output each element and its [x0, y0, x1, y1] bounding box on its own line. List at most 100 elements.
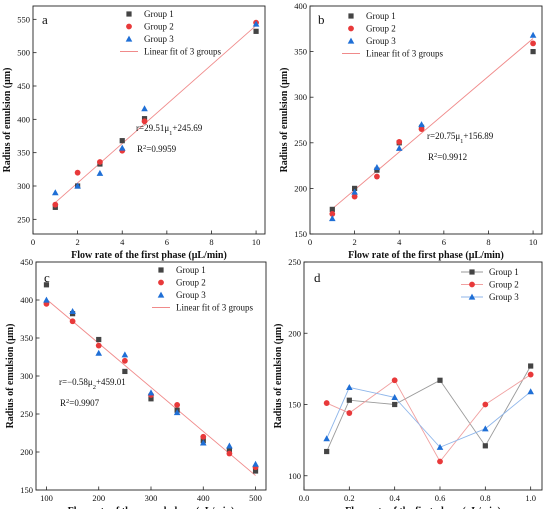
- data-point: [253, 28, 259, 34]
- data-point: [346, 384, 353, 390]
- x-tick-label: 2: [352, 237, 356, 247]
- data-point: [174, 401, 181, 408]
- fit-equation-main: r=29.51μ: [136, 123, 169, 133]
- x-tick-label: 6: [165, 237, 169, 247]
- y-tick-label: 350: [20, 333, 33, 343]
- x-axis-label: Flow rate of the first phase (μL/min): [71, 250, 227, 261]
- y-tick-label: 400: [17, 114, 30, 124]
- legend-marker: [348, 25, 354, 32]
- linear-fit-line: [332, 38, 534, 210]
- data-point: [352, 185, 358, 191]
- data-point: [329, 211, 336, 217]
- data-point: [418, 126, 425, 133]
- series-line: [326, 365, 532, 452]
- fit-equation-tail: +459.01: [96, 377, 126, 387]
- data-point: [482, 401, 489, 408]
- data-point: [147, 389, 155, 396]
- legend-marker: [468, 293, 476, 300]
- r-squared-superscript: 2: [66, 398, 69, 405]
- y-tick-label: 350: [17, 148, 30, 158]
- x-tick-label: 0.6: [435, 493, 446, 503]
- fit-equation: r=29.51μ1+245.69: [136, 123, 203, 137]
- legend-marker: [347, 37, 355, 44]
- legend-marker: [157, 291, 165, 298]
- data-point: [391, 377, 398, 384]
- data-point: [148, 396, 154, 402]
- panel-letter: b: [318, 12, 325, 27]
- y-tick-label: 250: [294, 138, 307, 148]
- x-tick-label: 0: [31, 237, 35, 247]
- data-point: [374, 167, 380, 173]
- x-axis-label: Flow rate of the second phase (μL/min): [68, 506, 235, 509]
- x-tick-label: 0.4: [389, 493, 400, 503]
- data-point: [173, 409, 181, 416]
- r-squared-prefix: R: [60, 398, 66, 408]
- r-squared-value: =0.9959: [146, 144, 176, 154]
- fit-equation-main: r=20.75μ: [427, 131, 460, 141]
- data-point: [69, 308, 76, 314]
- data-point: [396, 138, 403, 145]
- x-tick-label: 10: [529, 237, 538, 247]
- data-point: [373, 164, 381, 171]
- data-point: [418, 121, 425, 128]
- legend-marker: [158, 279, 164, 286]
- y-tick-label: 250: [17, 214, 30, 224]
- y-tick-label: 250: [20, 409, 33, 419]
- data-point: [528, 363, 534, 369]
- x-tick-label: 4: [120, 237, 125, 247]
- data-point: [437, 458, 443, 465]
- chart-panel-c: 100 200 300 400 500 150 200 250 300 350 400 450 Flow…: [5, 257, 267, 509]
- panel-letter: d: [314, 270, 321, 285]
- data-point: [43, 282, 50, 288]
- data-point: [323, 400, 330, 406]
- legend-label: Group 1: [366, 11, 396, 21]
- data-point: [96, 336, 102, 343]
- plot-frame: [32, 5, 266, 235]
- y-tick-label: 200: [294, 183, 307, 193]
- data-point: [529, 31, 537, 38]
- x-tick-label: 2: [75, 237, 79, 247]
- r-squared-value: =0.9912: [437, 152, 467, 162]
- r-squared-value: =0.9907: [69, 398, 99, 408]
- data-point: [121, 351, 129, 358]
- data-point: [122, 368, 128, 375]
- plot-frame: [303, 261, 543, 491]
- chart-panel-b: 0 2 4 6 8 10 150 200 250 300 350 400 Flow rate of th…: [279, 1, 543, 261]
- x-tick-label: 400: [197, 493, 210, 503]
- data-point: [252, 20, 260, 27]
- legend-label: Group 3: [144, 34, 174, 44]
- legend-label: Group 3: [176, 290, 206, 300]
- chart-panel-a: 0 2 4 6 8 10 250 300 350 400 450 500 550 Flow rate of…: [2, 5, 266, 261]
- linear-fit-line: [55, 25, 257, 203]
- x-tick-label: 6: [442, 237, 446, 247]
- linear-fit-line: [46, 298, 256, 476]
- data-point: [530, 49, 536, 55]
- data-point: [391, 393, 398, 400]
- data-point: [141, 118, 148, 125]
- data-point: [200, 433, 207, 440]
- data-point: [95, 342, 102, 349]
- legend-label: Group 3: [489, 292, 519, 302]
- fit-equation-subscript: 2: [93, 384, 96, 391]
- fit-equation-subscript: 1: [460, 138, 463, 145]
- y-tick-label: 300: [20, 371, 33, 381]
- y-axis-label: Radius of emulsion (μm): [2, 68, 13, 173]
- data-point: [392, 401, 398, 408]
- x-tick-label: 0.8: [480, 493, 491, 503]
- data-point: [69, 318, 76, 325]
- r-squared: R2=0.9959: [137, 144, 177, 155]
- fit-equation-tail: +156.89: [463, 131, 493, 141]
- y-axis-label: Radius of emulsion (μm): [273, 324, 284, 429]
- y-tick-label: 300: [17, 181, 30, 191]
- y-axis-label: Radius of emulsion (μm): [5, 324, 16, 429]
- data-point: [226, 442, 233, 449]
- legend-marker: [126, 11, 132, 17]
- x-tick-label: 1.0: [525, 493, 536, 503]
- legend-marker: [125, 35, 133, 42]
- fit-equation-main: r=−0.58μ: [59, 377, 93, 387]
- legend-marker: [126, 23, 132, 30]
- data-point: [96, 169, 104, 176]
- data-point: [437, 377, 443, 383]
- data-point: [121, 357, 128, 364]
